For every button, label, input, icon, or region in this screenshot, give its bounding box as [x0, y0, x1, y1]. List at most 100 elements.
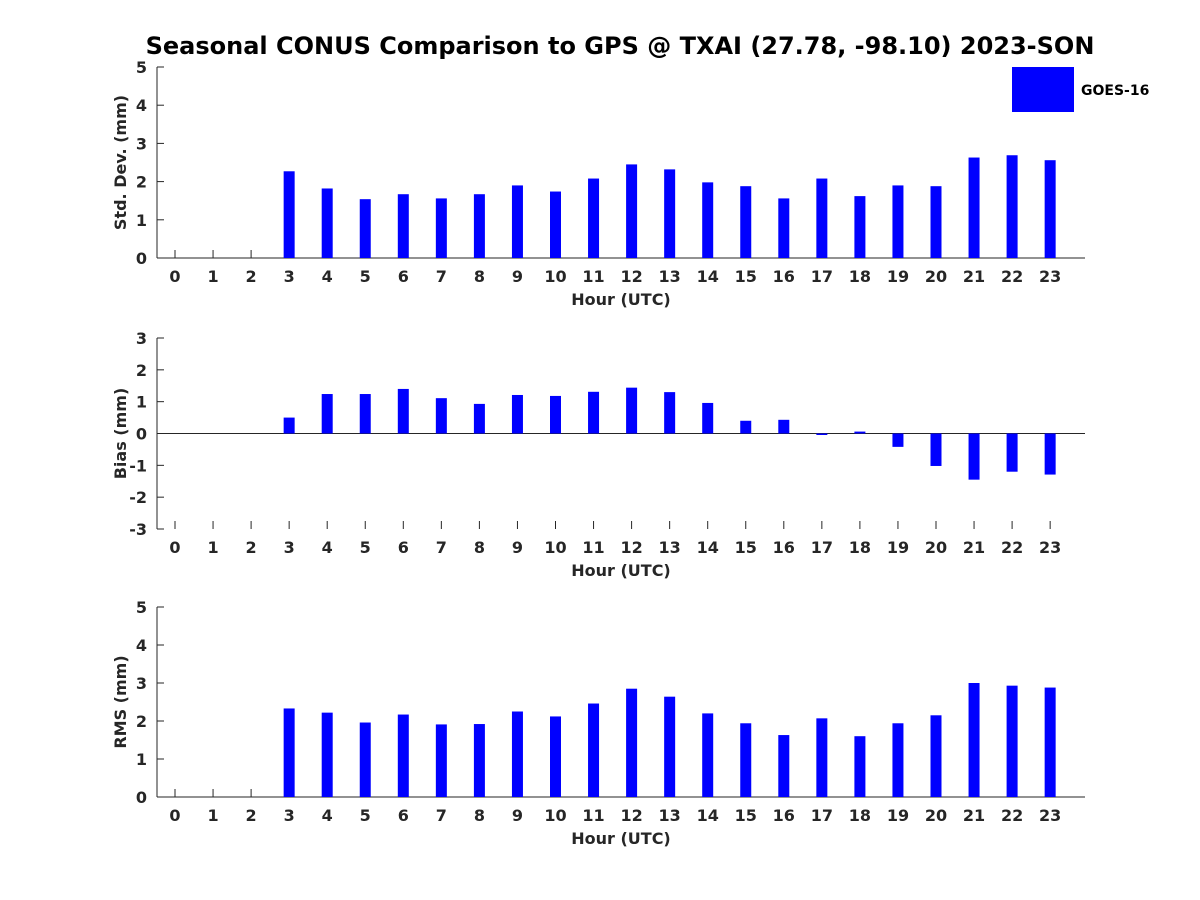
bar-hour-17: [816, 433, 828, 435]
x-tick-label: 1: [207, 267, 218, 286]
bar-hour-14: [702, 402, 714, 434]
y-tick-label: 2: [136, 173, 147, 192]
x-tick-label: 9: [512, 267, 523, 286]
bar-hour-13: [664, 392, 676, 434]
bar-hour-3: [283, 708, 295, 797]
x-tick-label: 3: [284, 267, 295, 286]
bar-hour-20: [930, 186, 942, 258]
x-tick-label: 7: [436, 267, 447, 286]
bar-hour-6: [397, 714, 409, 797]
x-tick-label: 21: [963, 806, 985, 825]
x-tick-label: 17: [811, 806, 833, 825]
bar-hour-15: [740, 420, 752, 434]
x-tick-label: 9: [512, 806, 523, 825]
x-tick-label: 12: [620, 267, 642, 286]
x-tick-label: 3: [284, 806, 295, 825]
bar-hour-18: [854, 196, 866, 258]
legend[interactable]: GOES-16: [1012, 67, 1149, 112]
x-tick-label: 6: [398, 538, 409, 557]
bar-hour-16: [778, 419, 790, 434]
y-tick-label: -2: [129, 488, 147, 507]
x-axis-label: Hour (UTC): [571, 561, 671, 580]
bar-hour-13: [664, 696, 676, 797]
x-tick-label: 0: [169, 267, 180, 286]
figure-title: Seasonal CONUS Comparison to GPS @ TXAI …: [146, 32, 1095, 60]
y-tick-label: 3: [136, 134, 147, 153]
x-tick-label: 17: [811, 267, 833, 286]
bar-hour-10: [550, 716, 561, 797]
y-axis-label: Bias (mm): [111, 388, 130, 480]
x-tick-label: 8: [474, 538, 485, 557]
y-tick-label: 0: [136, 425, 147, 444]
bar-hour-5: [359, 722, 371, 797]
x-tick-label: 4: [322, 538, 333, 557]
x-tick-label: 16: [773, 267, 795, 286]
x-tick-label: 8: [474, 806, 485, 825]
x-tick-label: 9: [512, 538, 523, 557]
bar-hour-3: [283, 171, 295, 258]
legend-label: GOES-16: [1081, 83, 1149, 99]
bar-hour-8: [473, 194, 485, 258]
bar-hour-9: [511, 711, 523, 797]
bar-hour-16: [778, 198, 790, 258]
y-axis-label: RMS (mm): [111, 655, 130, 748]
y-tick-label: 4: [136, 96, 147, 115]
bar-hour-23: [1044, 160, 1056, 258]
bar-hour-11: [588, 391, 600, 434]
x-tick-label: 16: [773, 806, 795, 825]
x-tick-label: 23: [1039, 538, 1061, 557]
x-tick-label: 22: [1001, 538, 1023, 557]
y-tick-label: 1: [136, 211, 147, 230]
x-tick-label: 8: [474, 267, 485, 286]
x-tick-label: 19: [887, 267, 909, 286]
bar-hour-4: [321, 394, 333, 434]
bar-hour-18: [854, 736, 866, 797]
x-tick-label: 20: [925, 267, 947, 286]
bar-hour-20: [930, 433, 942, 466]
y-tick-label: 4: [136, 636, 147, 655]
x-tick-label: 16: [773, 538, 795, 557]
x-tick-label: 4: [322, 267, 333, 286]
x-tick-label: 7: [436, 806, 447, 825]
y-tick-label: 2: [136, 361, 147, 380]
x-tick-label: 0: [169, 538, 180, 557]
bar-hour-22: [1006, 685, 1018, 797]
x-tick-label: 13: [659, 267, 681, 286]
x-tick-label: 18: [849, 806, 871, 825]
x-tick-label: 1: [207, 538, 218, 557]
bar-hour-14: [702, 713, 714, 797]
y-tick-label: 3: [136, 674, 147, 693]
x-tick-label: 7: [436, 538, 447, 557]
bar-hour-19: [892, 185, 904, 258]
x-tick-label: 13: [659, 806, 681, 825]
bar-hour-23: [1044, 433, 1056, 475]
x-tick-label: 17: [811, 538, 833, 557]
bar-hour-20: [930, 715, 942, 797]
x-tick-label: 22: [1001, 806, 1023, 825]
bar-hour-12: [626, 164, 638, 258]
y-tick-label: 3: [136, 329, 147, 348]
y-tick-label: 2: [136, 712, 147, 731]
bar-hour-9: [511, 394, 523, 434]
x-tick-label: 23: [1039, 806, 1061, 825]
bar-hour-21: [968, 157, 980, 258]
x-tick-label: 2: [246, 806, 257, 825]
x-tick-label: 2: [246, 267, 257, 286]
x-tick-label: 10: [544, 267, 566, 286]
x-tick-label: 11: [582, 806, 604, 825]
x-tick-label: 5: [360, 806, 371, 825]
bar-hour-17: [816, 718, 828, 797]
bar-hour-21: [968, 683, 980, 797]
y-tick-label: 5: [136, 598, 147, 617]
x-tick-label: 22: [1001, 267, 1023, 286]
bar-hour-8: [473, 724, 485, 797]
x-tick-label: 15: [735, 267, 757, 286]
x-tick-label: 13: [659, 538, 681, 557]
bar-hour-12: [626, 688, 638, 797]
bar-hour-14: [702, 182, 714, 258]
legend-swatch: [1012, 67, 1074, 112]
y-tick-label: 1: [136, 750, 147, 769]
